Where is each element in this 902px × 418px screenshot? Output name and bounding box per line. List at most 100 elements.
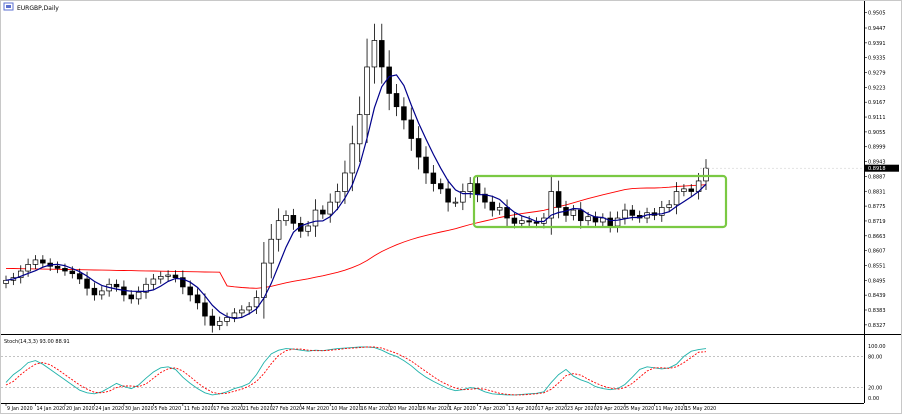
candle-body (401, 106, 407, 121)
candle-body (202, 302, 208, 317)
candle-body (150, 278, 157, 285)
candle (504, 199, 510, 226)
candle-body (437, 183, 444, 190)
candle (334, 183, 341, 211)
candle (209, 308, 216, 333)
candle (452, 197, 459, 207)
candle-body (342, 172, 348, 192)
candles-layer (3, 23, 709, 333)
candle-body (607, 217, 613, 227)
candle-body (275, 220, 282, 240)
candle (349, 125, 356, 192)
candle-body (40, 259, 46, 264)
candle (342, 160, 348, 204)
candle (659, 200, 665, 222)
candle-body (194, 294, 201, 304)
candle-body (577, 209, 584, 222)
candle-body (430, 172, 437, 184)
candle-body (622, 209, 628, 219)
candle-body (25, 264, 31, 272)
time-tick-label: 27 Feb 2020 (272, 406, 302, 412)
time-tick-label: 29 Apr 2020 (596, 406, 626, 412)
candle (460, 183, 466, 211)
candle-body (165, 274, 171, 277)
symbol-label: EURGBP,Daily (17, 5, 59, 12)
candle-body (555, 191, 562, 208)
candle (445, 179, 451, 212)
candle (91, 282, 98, 301)
candle (224, 312, 230, 327)
candle (577, 202, 584, 229)
price-tick-label: 0.8775 (868, 204, 886, 210)
time-tick-label: 1 Apr 2020 (449, 406, 476, 412)
time-tick-label: 17 Apr 2020 (538, 406, 568, 412)
candle-body (629, 209, 636, 216)
candle (415, 126, 422, 170)
candle-body (128, 294, 135, 300)
candle-body (349, 143, 356, 174)
time-tick-label: 17 Feb 2020 (213, 406, 243, 412)
candle (128, 290, 135, 304)
candle-body (32, 259, 39, 265)
candle-body (239, 309, 245, 314)
time-tick-label: 4 Mar 2020 (302, 406, 329, 412)
candle (275, 208, 282, 252)
last-price-tag (865, 164, 899, 172)
candle-body (180, 277, 186, 288)
candle (32, 255, 39, 270)
candle-body (526, 220, 532, 223)
candle (165, 270, 171, 282)
candle-body (76, 273, 83, 280)
price-axis: 0.9505 0.9447 0.9391 0.9335 0.9279 0.9223 0.91… (864, 11, 886, 329)
candle (437, 178, 444, 194)
candle-body (3, 279, 9, 284)
candle (99, 286, 105, 300)
ma-slow-line (5, 184, 707, 289)
candle (327, 193, 333, 223)
candle-body (216, 321, 223, 326)
candle-body (541, 217, 547, 224)
candle (54, 261, 61, 274)
candle-body (386, 66, 392, 94)
price-tick-label: 0.8383 (868, 308, 886, 314)
time-tick-label: 13 Apr 2020 (508, 406, 538, 412)
candle (423, 146, 429, 184)
candle (290, 208, 297, 230)
price-tick-label: 0.9447 (868, 26, 886, 32)
candle-body (268, 238, 275, 264)
candle (379, 23, 385, 84)
candle (430, 165, 437, 192)
candle-body (614, 217, 621, 227)
candle-body (681, 188, 687, 192)
candle-body (519, 220, 525, 224)
candle (408, 107, 415, 151)
candle-body (320, 209, 326, 215)
price-tick-label: 0.8495 (868, 278, 886, 284)
time-tick-label: 5 Feb 2020 (154, 406, 181, 412)
candle (157, 271, 164, 284)
price-tick-label: 0.8999 (868, 145, 886, 151)
candle (681, 184, 687, 197)
time-tick-label: 11 May 2020 (655, 406, 686, 412)
time-tick-label: 20 Jan 2020 (66, 406, 95, 412)
candle-body (415, 138, 422, 158)
time-tick-label: 11 Feb 2020 (184, 406, 214, 412)
candle (570, 205, 577, 221)
candle-body (54, 265, 61, 269)
price-tick-label: 0.9335 (868, 56, 886, 62)
candle-body (327, 201, 333, 215)
candle (489, 195, 496, 217)
candle-body (62, 268, 68, 272)
candle-body (305, 225, 311, 232)
candle-body (659, 207, 665, 216)
candle-body (570, 209, 577, 216)
price-tick-label: 0.9391 (868, 41, 886, 47)
candle (17, 265, 24, 284)
candle (283, 210, 289, 226)
candle-body (423, 156, 429, 174)
candle-body (69, 270, 76, 275)
last-price-label: 0.8918 (868, 166, 886, 172)
chart-header: EURGBP,Daily (3, 2, 59, 12)
